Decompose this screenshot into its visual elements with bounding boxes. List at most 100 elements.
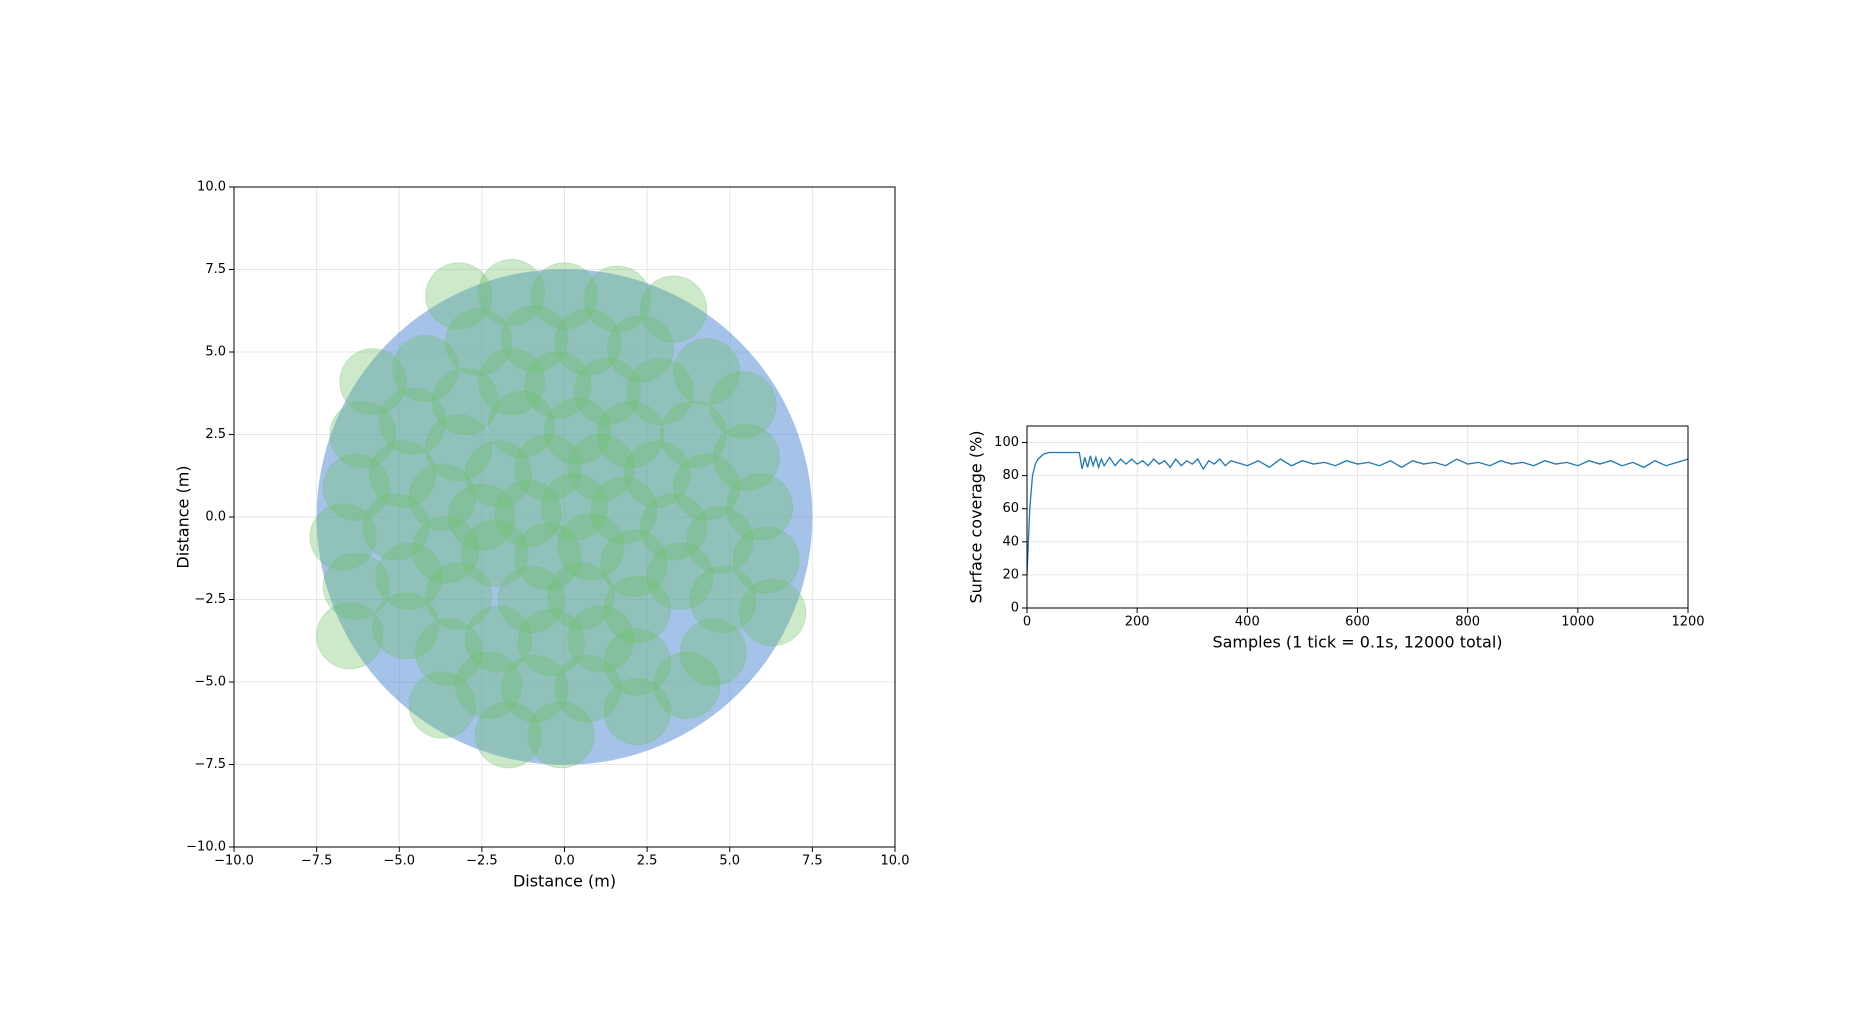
sensor-circle: [309, 503, 377, 571]
sensor-circle: [603, 575, 671, 643]
x-tick-label: 1000: [1561, 615, 1594, 630]
sensor-circle: [679, 618, 747, 686]
sensor-circle: [375, 542, 443, 610]
x-tick-label: 0: [1023, 615, 1031, 630]
y-tick-label: −2.5: [194, 592, 226, 607]
x-tick-label: 600: [1345, 615, 1370, 630]
sensor-circle: [640, 275, 708, 343]
y-tick-label: 0.0: [205, 510, 226, 525]
x-tick-label: 10.0: [881, 854, 910, 869]
x-tick-label: 0.0: [554, 854, 575, 869]
sensor-circle: [712, 424, 780, 492]
x-tick-label: 7.5: [802, 854, 823, 869]
y-tick-label: 0: [1011, 601, 1019, 616]
sensor-circle: [689, 565, 757, 634]
sensor-circle: [316, 602, 384, 670]
sensor-circle: [474, 701, 542, 769]
sensor-circle: [487, 391, 556, 459]
y-tick-label: 2.5: [205, 427, 226, 442]
sensor-circle: [517, 608, 585, 676]
sensor-circle: [626, 358, 694, 426]
sensor-circle: [540, 473, 608, 541]
sensor-circle: [725, 473, 794, 541]
sensor-circle: [659, 400, 727, 469]
sensor-circle: [732, 526, 800, 594]
sensor-circle: [362, 493, 430, 561]
sensor-circle: [322, 453, 390, 521]
y-tick-label: 100: [994, 435, 1019, 450]
sensor-circle: [329, 400, 397, 469]
sensor-circle: [673, 453, 741, 521]
sensor-circle: [514, 523, 582, 591]
sensor-circle: [557, 513, 625, 581]
sensor-circle: [445, 308, 513, 376]
sensor-circle: [739, 579, 807, 647]
sensor-circle: [425, 414, 493, 482]
y-tick-label: 80: [1002, 468, 1019, 483]
sensor-circle: [709, 371, 777, 439]
sensor-circle: [497, 565, 566, 634]
x-tick-label: 800: [1455, 615, 1480, 630]
plot-area: [1027, 451, 1688, 575]
sensor-circle: [372, 592, 440, 660]
y-tick-label: 7.5: [205, 262, 226, 277]
sensor-circle: [646, 542, 714, 610]
x-axis-label: Samples (1 tick = 0.1s, 12000 total): [1212, 633, 1502, 652]
sensor-circle: [408, 463, 476, 531]
axes: −10.0 −7.5 −5.0 −2.5 0.0 2.5 5.0 7.5 10.0 −10.0 −7…: [174, 180, 910, 891]
plot-area: [309, 259, 813, 769]
sensor-circle: [567, 433, 635, 502]
sensor-circle: [501, 655, 569, 723]
region: [316, 269, 813, 765]
sensor-circle: [461, 519, 529, 587]
sensor-circle: [494, 480, 562, 548]
sensor-circle: [527, 701, 595, 769]
y-tick-label: 20: [1002, 567, 1019, 582]
y-tick-label: −5.0: [194, 675, 226, 690]
sensor-circle: [454, 651, 523, 719]
x-tick-label: −5.0: [383, 854, 415, 869]
sensor-circle: [686, 506, 754, 574]
axes-frame: [233, 186, 896, 848]
sensor-circle: [411, 516, 480, 584]
x-tick-label: −7.5: [301, 854, 333, 869]
sensor-circle: [673, 338, 741, 406]
sensor-circle: [339, 348, 407, 416]
sensor-circle: [524, 351, 592, 419]
sensor-circle: [597, 400, 665, 469]
sensor-circle: [425, 562, 493, 630]
sensor-circle: [554, 308, 622, 376]
sensor-circle: [590, 476, 658, 544]
sensor-circle: [448, 483, 516, 551]
sensor-circle: [547, 562, 615, 630]
sensor-circle: [567, 605, 635, 673]
x-axis-label: Distance (m): [513, 872, 616, 891]
y-tick-label: 5.0: [205, 345, 226, 360]
x-tick-label: 200: [1125, 615, 1150, 630]
sensor-circle: [530, 262, 599, 330]
y-axis-label: Surface coverage (%): [967, 430, 986, 603]
sensor-circle: [378, 387, 447, 455]
sensor-circle: [478, 259, 546, 327]
y-tick-label: 60: [1002, 501, 1019, 516]
sensor-circle: [478, 348, 546, 416]
sensor-circle: [464, 605, 532, 673]
sensor-circle: [603, 678, 671, 746]
y-tick-label: 40: [1002, 534, 1019, 549]
x-tick-label: 2.5: [637, 854, 658, 869]
x-tick-label: −10.0: [214, 854, 254, 869]
sensor-circle: [640, 493, 708, 561]
sensor-circle: [425, 262, 493, 330]
sensor-circle: [408, 671, 476, 739]
y-tick-label: −7.5: [194, 757, 226, 772]
sensor-circle: [583, 265, 651, 333]
sensor-circle: [653, 651, 721, 719]
axes-frame: [1026, 425, 1689, 609]
x-tick-label: −2.5: [466, 854, 498, 869]
sensor-circle: [603, 628, 671, 696]
line: [1027, 451, 1688, 575]
sensor-circle: [415, 618, 483, 686]
x-tick-label: 1200: [1671, 615, 1704, 630]
sensor-circle: [501, 305, 569, 373]
sensor-circle: [554, 655, 622, 723]
